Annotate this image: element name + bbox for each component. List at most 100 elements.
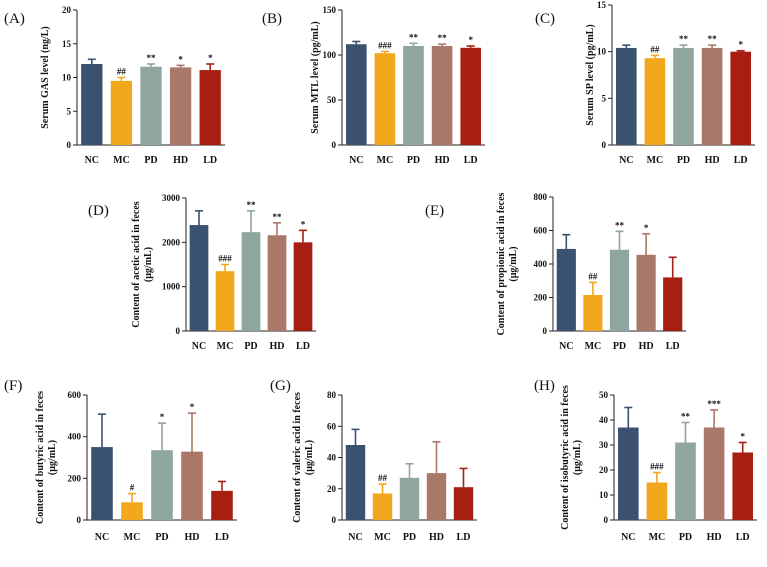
significance-label: ## xyxy=(588,271,598,281)
significance-label: ** xyxy=(708,34,718,44)
panel-f: (F) 0 200 400 600 Content of butyric acid in … xyxy=(4,378,237,543)
panel-label: (F) xyxy=(4,378,22,394)
bar-nc xyxy=(618,427,639,520)
bar-pd xyxy=(241,232,261,331)
x-tick-label: MC xyxy=(649,532,666,543)
bar-ld xyxy=(211,490,233,520)
y-tick-label: 20 xyxy=(327,484,337,494)
x-tick-label: LD xyxy=(464,155,478,166)
y-axis-title-line: Content of acetic acid in feces xyxy=(131,201,142,327)
x-tick-label: MC xyxy=(124,532,141,543)
y-axis-title-line: (μg/mL) xyxy=(47,440,58,475)
y-tick-label: 400 xyxy=(534,259,548,269)
y-tick-label: 20 xyxy=(599,465,609,475)
x-tick-label: PD xyxy=(144,155,157,166)
bar-mc xyxy=(644,58,666,146)
y-tick-label: 800 xyxy=(534,192,548,202)
significance-label: ### xyxy=(378,40,392,50)
x-tick-label: LD xyxy=(666,341,680,352)
x-tick-label: NC xyxy=(192,341,206,352)
x-tick-label: LD xyxy=(457,532,471,543)
x-tick-label: MC xyxy=(377,155,394,166)
y-tick-label: 0 xyxy=(332,515,337,525)
y-axis-title-line: (μg/mL) xyxy=(572,440,583,475)
panel-label: (D) xyxy=(88,203,109,219)
x-tick-label: MC xyxy=(113,155,130,166)
bar-ld xyxy=(453,487,474,520)
panel-g: (G) 0 20 40 60 80 Content of valeric acid in f… xyxy=(270,378,477,543)
y-tick-label: 5 xyxy=(602,93,607,103)
y-tick-label: 50 xyxy=(327,95,337,105)
x-tick-label: LD xyxy=(734,155,748,166)
bar-nc xyxy=(81,64,103,145)
significance-label: ** xyxy=(273,212,283,222)
significance-label: ## xyxy=(117,67,127,77)
panel-label: (G) xyxy=(270,378,291,394)
bar-ld xyxy=(293,242,313,331)
bar-ld xyxy=(732,452,753,520)
bar-hd xyxy=(181,451,203,520)
bar-mc xyxy=(372,493,393,520)
y-tick-label: 40 xyxy=(599,415,609,425)
bar-mc xyxy=(215,271,235,331)
y-tick-label: 0 xyxy=(67,140,72,150)
x-tick-label: LD xyxy=(736,532,750,543)
panel-label: (B) xyxy=(262,11,282,27)
x-tick-label: PD xyxy=(155,532,168,543)
bar-pd xyxy=(151,450,173,520)
bar-hd xyxy=(701,47,723,145)
bar-nc xyxy=(556,248,576,331)
y-tick-label: 600 xyxy=(534,226,548,236)
y-axis-title: Serum GAS level (ng/L) xyxy=(40,26,51,129)
y-tick-label: 60 xyxy=(327,421,337,431)
y-tick-label: 0 xyxy=(176,326,181,336)
significance-label: * xyxy=(160,412,165,422)
significance-label: ** xyxy=(147,53,157,63)
x-tick-label: PD xyxy=(403,532,416,543)
y-tick-label: 100 xyxy=(323,50,337,60)
y-tick-label: 600 xyxy=(68,390,82,400)
x-tick-label: NC xyxy=(349,155,363,166)
x-tick-label: MC xyxy=(374,532,391,543)
panel-label: (C) xyxy=(535,11,555,27)
x-tick-label: HD xyxy=(270,341,285,352)
y-tick-label: 10 xyxy=(62,73,72,83)
x-tick-label: HD xyxy=(705,155,720,166)
y-tick-label: 50 xyxy=(599,390,609,400)
y-tick-label: 200 xyxy=(68,473,82,483)
x-tick-label: HD xyxy=(707,532,722,543)
significance-label: ## xyxy=(650,44,660,54)
y-tick-label: 5 xyxy=(67,106,72,116)
significance-label: * xyxy=(644,223,649,233)
bar-mc xyxy=(121,502,143,520)
bar-ld xyxy=(460,47,481,145)
x-tick-label: NC xyxy=(621,532,635,543)
x-tick-label: NC xyxy=(95,532,109,543)
bar-nc xyxy=(616,47,637,145)
y-tick-label: 0 xyxy=(604,515,609,525)
y-tick-label: 0 xyxy=(77,515,82,525)
x-tick-label: HD xyxy=(429,532,444,543)
x-tick-label: HD xyxy=(435,155,450,166)
x-tick-label: NC xyxy=(619,155,633,166)
x-tick-label: HD xyxy=(639,341,654,352)
bar-hd xyxy=(431,46,453,145)
bar-mc xyxy=(374,53,396,146)
y-axis-title-line: Content of isobutyric acid in feces xyxy=(560,385,571,530)
bar-pd xyxy=(140,66,162,145)
bar-pd xyxy=(399,477,420,520)
significance-label: ** xyxy=(438,33,448,43)
x-tick-label: PD xyxy=(613,341,626,352)
significance-label: ### xyxy=(650,462,664,472)
x-tick-label: NC xyxy=(85,155,99,166)
y-axis-title: Serum MTL level (pg/mL) xyxy=(310,21,321,134)
significance-label: * xyxy=(190,402,195,412)
y-axis-title-line: Content of propionic acid in feces xyxy=(496,192,507,335)
panel-h: (H) 0 10 20 30 40 50 Content of isobutyric acid… xyxy=(534,378,757,543)
y-tick-label: 0 xyxy=(332,140,337,150)
x-tick-label: PD xyxy=(677,155,690,166)
x-tick-label: PD xyxy=(679,532,692,543)
y-tick-label: 20 xyxy=(62,5,72,15)
significance-label: ** xyxy=(409,32,419,42)
